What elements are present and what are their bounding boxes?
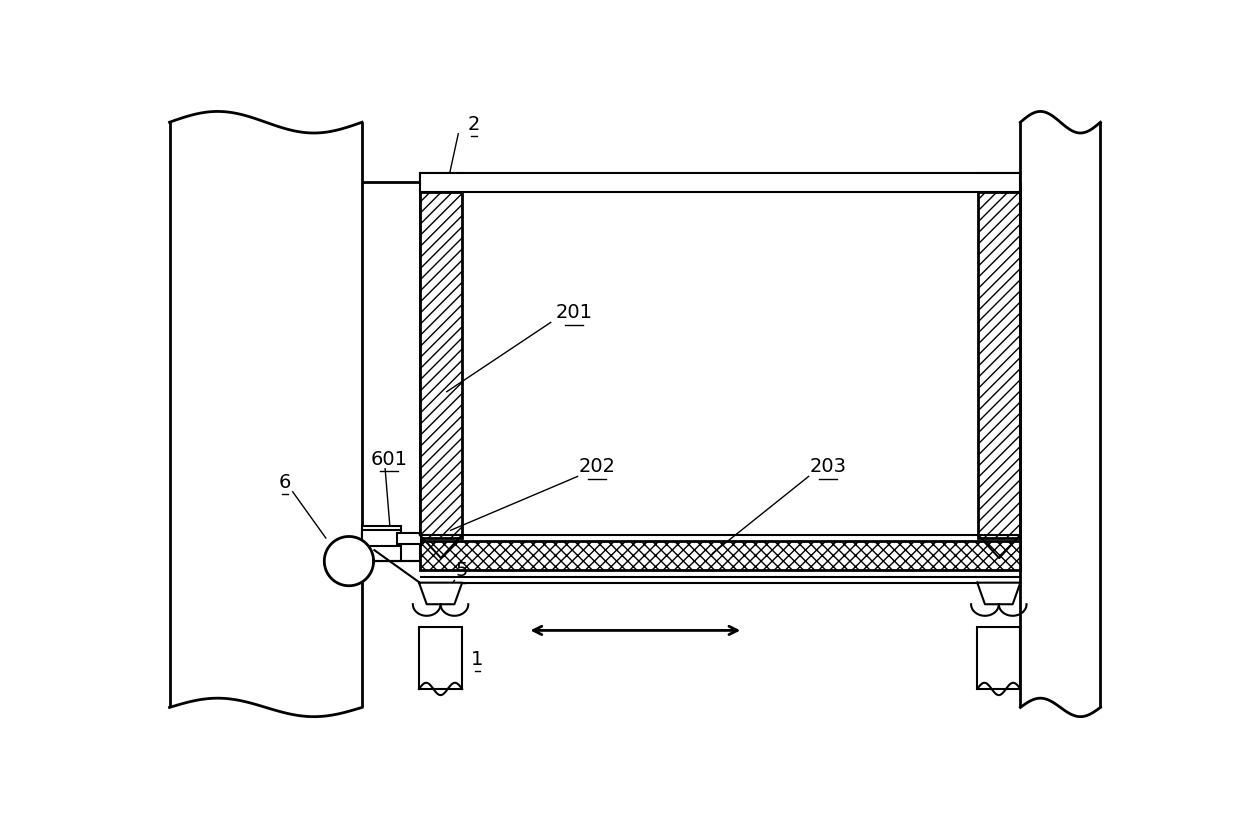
Bar bbox=[420, 192, 462, 538]
Bar bbox=[362, 534, 420, 561]
Text: 6: 6 bbox=[279, 472, 291, 491]
Polygon shape bbox=[325, 536, 374, 586]
Bar bbox=[362, 530, 400, 546]
Text: 601: 601 bbox=[370, 449, 408, 468]
Text: 202: 202 bbox=[579, 458, 616, 477]
Bar bbox=[978, 173, 1021, 183]
Bar bbox=[396, 533, 421, 544]
Text: 201: 201 bbox=[555, 303, 592, 322]
Polygon shape bbox=[419, 582, 462, 605]
Bar bbox=[420, 541, 1021, 571]
Text: 203: 203 bbox=[809, 458, 846, 477]
Bar bbox=[420, 173, 462, 183]
Text: 2: 2 bbox=[467, 115, 479, 134]
Bar bbox=[419, 627, 462, 689]
Text: 1: 1 bbox=[471, 650, 483, 669]
Bar bbox=[978, 627, 1021, 689]
Bar bbox=[420, 173, 1021, 192]
Polygon shape bbox=[978, 582, 1021, 605]
Text: 5: 5 bbox=[456, 562, 468, 581]
Bar bbox=[362, 526, 400, 561]
Bar bbox=[978, 192, 1021, 538]
